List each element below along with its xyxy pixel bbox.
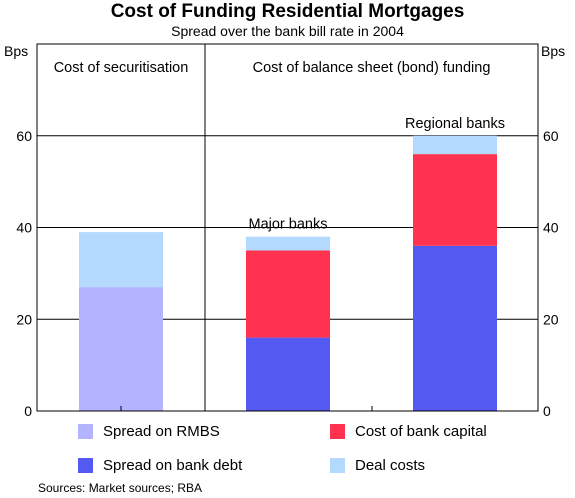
y-tick-label-left: 60 [16,128,32,144]
y-tick-label-right: 0 [543,403,551,419]
bar-spread-on-rmbs-0 [79,287,163,411]
legend-swatch [78,424,93,439]
chart-subtitle: Spread over the bank bill rate in 2004 [171,23,404,39]
bar-deal-costs-0 [79,232,163,288]
panel-label-bond-funding: Cost of balance sheet (bond) funding [253,60,491,76]
bar-spread-on-bank-debt-2 [413,245,497,411]
chart-title: Cost of Funding Residential Mortgages [110,1,465,22]
legend-swatch [330,458,345,473]
plot-frame [36,43,539,412]
bar-deal-costs-1 [246,236,330,251]
category-label-major-banks: Major banks [249,217,328,233]
bar-cost-of-bank-capital-1 [246,250,330,338]
bar-deal-costs-2 [413,135,497,155]
y-tick-label-right: 20 [543,311,559,327]
legend-label: Deal costs [355,457,426,474]
y-tick-label-right: 40 [543,220,559,236]
legend-swatch [78,458,93,473]
bar-spread-on-bank-debt-1 [246,337,330,411]
legend-label: Cost of bank capital [355,423,487,440]
category-label-regional-banks: Regional banks [405,116,505,132]
bar-cost-of-bank-capital-2 [413,154,497,246]
legend-swatch [330,424,345,439]
y-axis-label-right: Bps [541,43,565,59]
y-tick-label-left: 20 [16,311,32,327]
legend-label: Spread on bank debt [103,457,243,474]
y-tick-label-left: 0 [24,403,32,419]
y-tick-label-left: 40 [16,220,32,236]
y-tick-label-right: 60 [543,128,559,144]
legend-label: Spread on RMBS [103,423,220,440]
y-axis-label-left: Bps [4,43,28,59]
source-note: Sources: Market sources; RBA [38,481,203,495]
panel-label-securitisation: Cost of securitisation [54,60,189,76]
